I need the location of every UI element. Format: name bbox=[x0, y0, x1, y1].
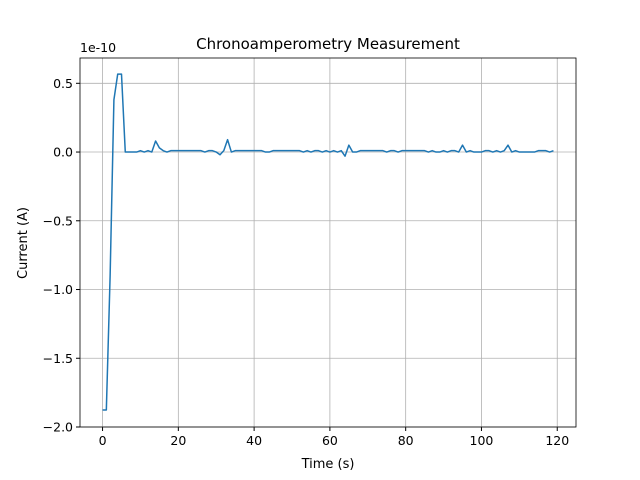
x-tick-label: 80 bbox=[398, 433, 414, 448]
plot-frame bbox=[79, 57, 577, 428]
x-tick-label: 20 bbox=[170, 433, 186, 448]
y-tick-label: −2.0 bbox=[43, 420, 73, 435]
x-tick-label: 100 bbox=[470, 433, 494, 448]
y-tick-label: −1.0 bbox=[43, 282, 73, 297]
x-tick-label: 0 bbox=[99, 433, 107, 448]
x-tick-label: 120 bbox=[545, 433, 569, 448]
y-axis-label: Current (A) bbox=[16, 207, 31, 279]
chart-title: Chronoamperometry Measurement bbox=[196, 35, 460, 53]
y-tick-label: −1.5 bbox=[43, 351, 73, 366]
x-axis-label: Time (s) bbox=[301, 457, 355, 472]
y-tick-label: 0.0 bbox=[53, 145, 73, 160]
y-offset-label: 1e-10 bbox=[80, 40, 116, 55]
data-line bbox=[102, 73, 554, 411]
x-tick-label: 60 bbox=[322, 433, 338, 448]
y-tick-label: 0.5 bbox=[53, 76, 73, 91]
x-tick-label: 40 bbox=[246, 433, 262, 448]
y-tick-label: −0.5 bbox=[43, 213, 73, 228]
